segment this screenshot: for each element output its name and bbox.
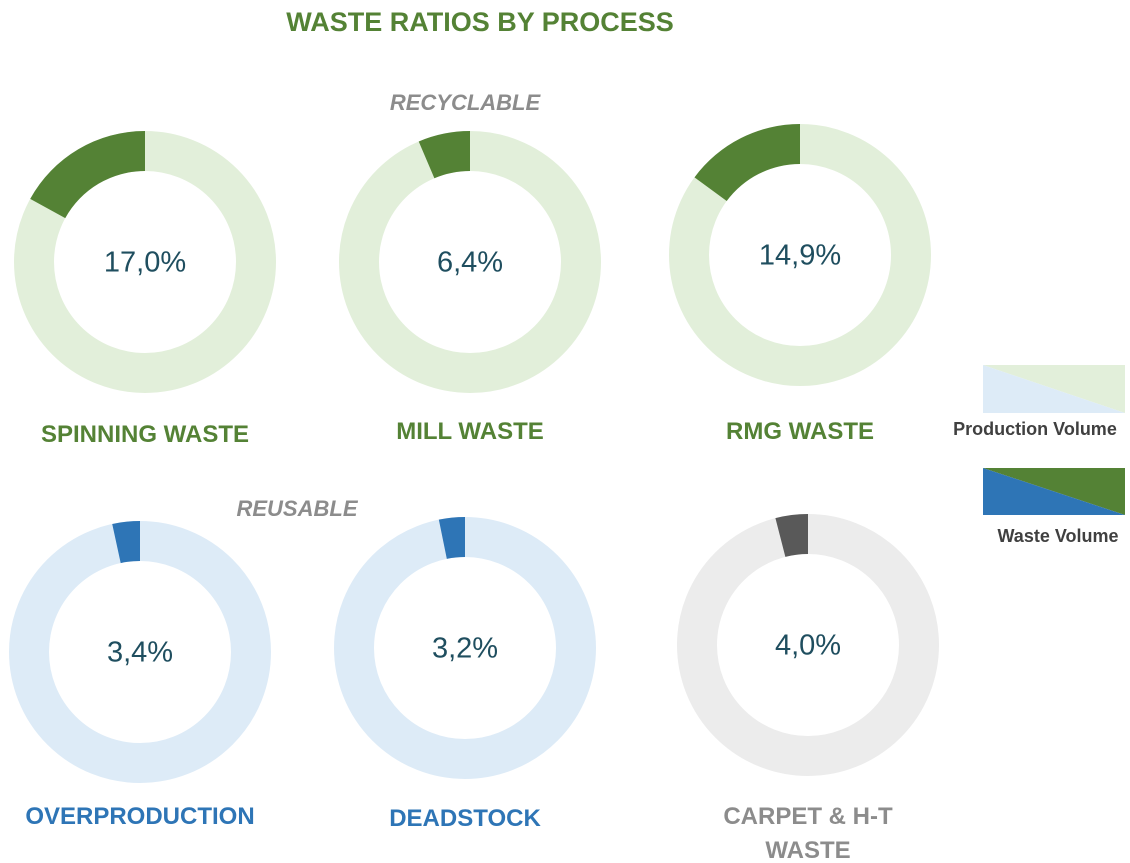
legend: Production Volume Waste Volume <box>953 365 1125 546</box>
legend-swatch <box>983 468 1125 515</box>
donut-segment <box>775 514 808 557</box>
value-label: 14,9% <box>759 240 841 272</box>
group-label: RECYCLABLE <box>390 90 542 115</box>
value-label: 4,0% <box>775 630 841 662</box>
chart-label: CARPET & H-T WASTE <box>723 803 893 863</box>
chart-label: MILL WASTE <box>396 418 544 445</box>
value-label: 3,2% <box>432 633 498 665</box>
donut-segment <box>418 131 470 179</box>
chart-title: WASTE RATIOS BY PROCESS <box>286 7 674 37</box>
group-label: REUSABLE <box>236 496 358 521</box>
chart-label: SPINNING WASTE <box>40 421 250 448</box>
donut-segment <box>30 131 145 219</box>
chart-label: DEADSTOCK <box>389 805 541 832</box>
donut-segment <box>112 521 140 564</box>
value-label: 3,4% <box>107 637 173 669</box>
chart-label: OVERPRODUCTION <box>25 803 255 830</box>
chart-label: RMG WASTE <box>726 418 874 445</box>
donut-segment <box>438 517 465 559</box>
donut-segment <box>694 124 800 202</box>
legend-label: Production Volume <box>953 419 1117 439</box>
value-label: 17,0% <box>104 247 186 279</box>
legend-label: Waste Volume <box>997 526 1118 546</box>
value-label: 6,4% <box>437 247 503 279</box>
legend-swatch <box>983 365 1125 413</box>
